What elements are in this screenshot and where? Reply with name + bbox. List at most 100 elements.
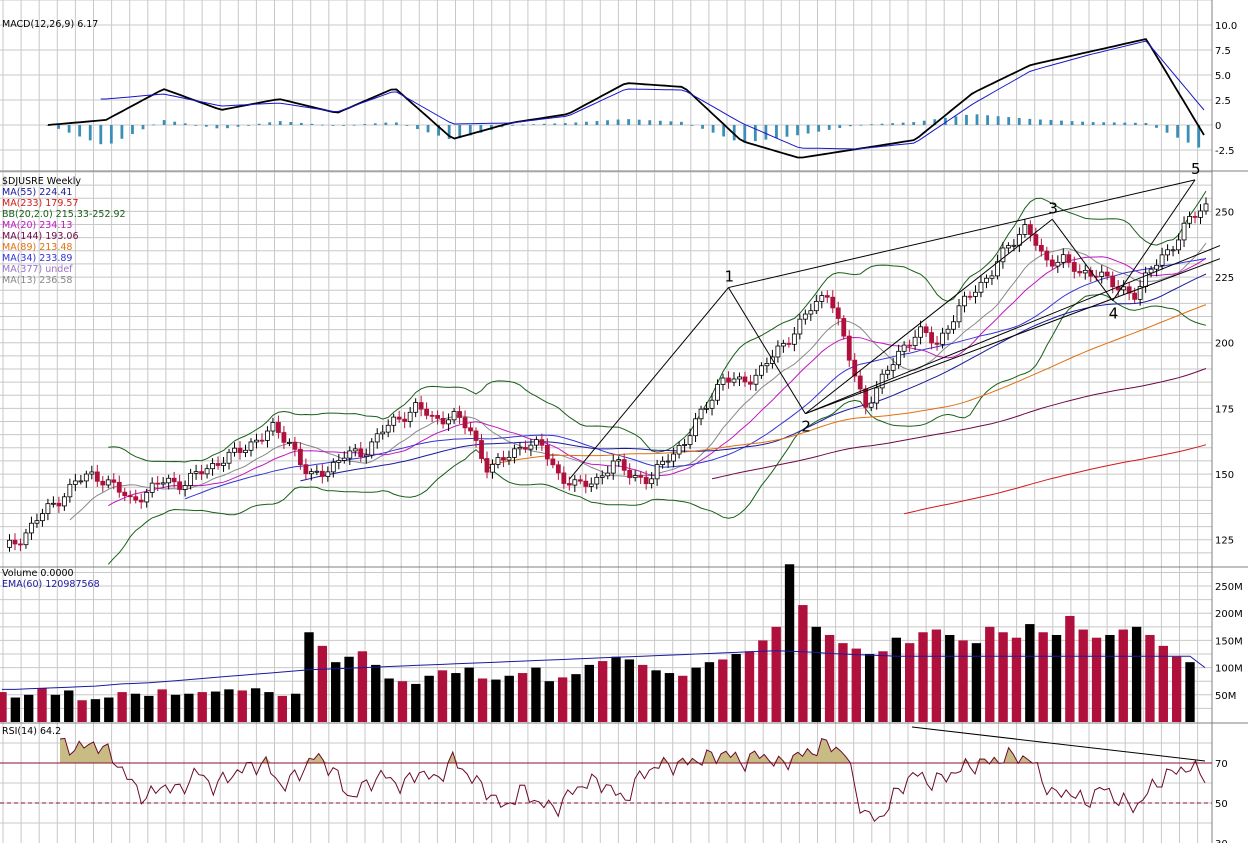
candle-body bbox=[786, 343, 792, 345]
macd-histogram-bar bbox=[796, 125, 799, 136]
candle-body bbox=[292, 441, 298, 450]
volume-bar bbox=[424, 675, 434, 722]
volume-ema-line bbox=[2, 650, 1206, 690]
candle-body bbox=[1066, 254, 1072, 263]
volume-bar bbox=[37, 688, 47, 722]
volume-bar bbox=[437, 670, 448, 722]
volume-bar bbox=[184, 693, 194, 722]
volume-bar bbox=[130, 693, 141, 722]
candle-body bbox=[819, 295, 825, 302]
y-tick-label: 100M bbox=[1215, 664, 1243, 675]
volume-bar bbox=[824, 634, 835, 722]
candle-body bbox=[325, 471, 331, 477]
candle-body bbox=[506, 456, 512, 461]
macd-histogram-bar bbox=[215, 125, 219, 129]
moving-average-ma233 bbox=[903, 444, 1207, 515]
y-tick-label: 7.5 bbox=[1215, 46, 1231, 57]
candle-body bbox=[759, 365, 764, 376]
candle-body bbox=[94, 471, 100, 482]
macd-histogram-bar bbox=[753, 125, 757, 142]
candle-body bbox=[989, 275, 995, 279]
volume-bar bbox=[758, 640, 768, 722]
candle-body bbox=[929, 332, 934, 344]
candle-body bbox=[303, 464, 309, 475]
volume-bar bbox=[931, 629, 942, 722]
volume-bar bbox=[1065, 615, 1075, 722]
candle-body bbox=[40, 513, 45, 522]
bollinger-lower-line bbox=[107, 293, 1207, 565]
candle-body bbox=[1181, 222, 1187, 241]
macd-histogram-bar bbox=[606, 120, 609, 125]
volume-bar bbox=[945, 634, 955, 722]
macd-histogram-bar bbox=[880, 123, 884, 125]
macd-histogram-bar bbox=[342, 125, 345, 126]
macd-histogram-bar bbox=[954, 116, 958, 125]
volume-bar bbox=[64, 690, 74, 722]
candle-body bbox=[210, 463, 215, 470]
volume-title: Volume 0.0000 bbox=[2, 568, 74, 579]
volume-bar bbox=[664, 673, 675, 722]
candle-body bbox=[259, 439, 265, 442]
macd-histogram-bar bbox=[743, 125, 747, 143]
candle-body bbox=[566, 483, 572, 486]
macd-histogram-bar bbox=[162, 120, 166, 125]
candle-body bbox=[808, 310, 814, 315]
candle-body bbox=[1055, 261, 1061, 267]
candle-body bbox=[1044, 250, 1050, 261]
volume-bar bbox=[958, 640, 968, 722]
volume-bar bbox=[210, 691, 221, 722]
macd-histogram-bar bbox=[1186, 125, 1190, 143]
volume-ema-label: EMA(60) 120987568 bbox=[2, 579, 100, 590]
candle-body bbox=[435, 415, 440, 419]
wave-label-3: 3 bbox=[1048, 199, 1058, 217]
macd-histogram-bar bbox=[352, 124, 356, 126]
candle-body bbox=[254, 439, 259, 443]
candle-body bbox=[698, 408, 704, 420]
candle-body bbox=[517, 447, 523, 450]
candle-body bbox=[1176, 239, 1181, 251]
macd-histogram-bar bbox=[236, 125, 240, 127]
candle-body bbox=[221, 462, 226, 466]
macd-histogram-bar bbox=[521, 124, 525, 126]
macd-last-value: 6.17 bbox=[77, 19, 99, 30]
candle-body bbox=[413, 402, 419, 413]
candle-body bbox=[918, 326, 923, 338]
volume-bar bbox=[678, 675, 688, 722]
rsi-overbought-fill bbox=[60, 738, 1205, 763]
candle-body bbox=[676, 444, 682, 455]
candle-body bbox=[973, 291, 978, 297]
macd-panel bbox=[46, 38, 1205, 159]
volume-bar bbox=[384, 678, 394, 722]
volume-bar bbox=[277, 695, 287, 722]
macd-histogram-bar bbox=[88, 125, 92, 141]
candle-body bbox=[885, 369, 891, 375]
macd-histogram-bar bbox=[690, 124, 694, 126]
candle-body bbox=[1148, 268, 1154, 274]
candle-body bbox=[226, 451, 232, 464]
macd-histogram-bar bbox=[817, 125, 821, 132]
rsi-divergence-line bbox=[911, 726, 1206, 762]
volume-bar bbox=[798, 605, 808, 722]
candle-body bbox=[1022, 224, 1028, 235]
volume-bar bbox=[557, 677, 568, 722]
macd-histogram-bar bbox=[996, 116, 1000, 125]
candle-body bbox=[1099, 271, 1105, 277]
candle-body bbox=[237, 447, 243, 453]
volume-bar bbox=[411, 683, 421, 722]
macd-histogram-bar bbox=[585, 121, 588, 125]
y-tick-label: 2.5 bbox=[1215, 96, 1231, 107]
candle-body bbox=[1093, 275, 1099, 278]
candle-body bbox=[835, 307, 841, 319]
volume-bar bbox=[864, 654, 875, 722]
macd-histogram-bar bbox=[331, 125, 335, 126]
price-legend-item: MA(34) 233.89 bbox=[2, 253, 73, 264]
price-legend-item: BB(20,2.0) 215.33-252.92 bbox=[2, 209, 126, 220]
candle-body bbox=[89, 471, 95, 475]
candle-body bbox=[116, 481, 122, 493]
candle-body bbox=[12, 539, 18, 545]
candle-body bbox=[978, 281, 984, 293]
y-tick-label: 30 bbox=[1215, 839, 1228, 843]
price-legend-item: MA(144) 193.06 bbox=[2, 231, 79, 242]
volume-bar bbox=[838, 643, 848, 722]
volume-bar bbox=[117, 692, 127, 722]
